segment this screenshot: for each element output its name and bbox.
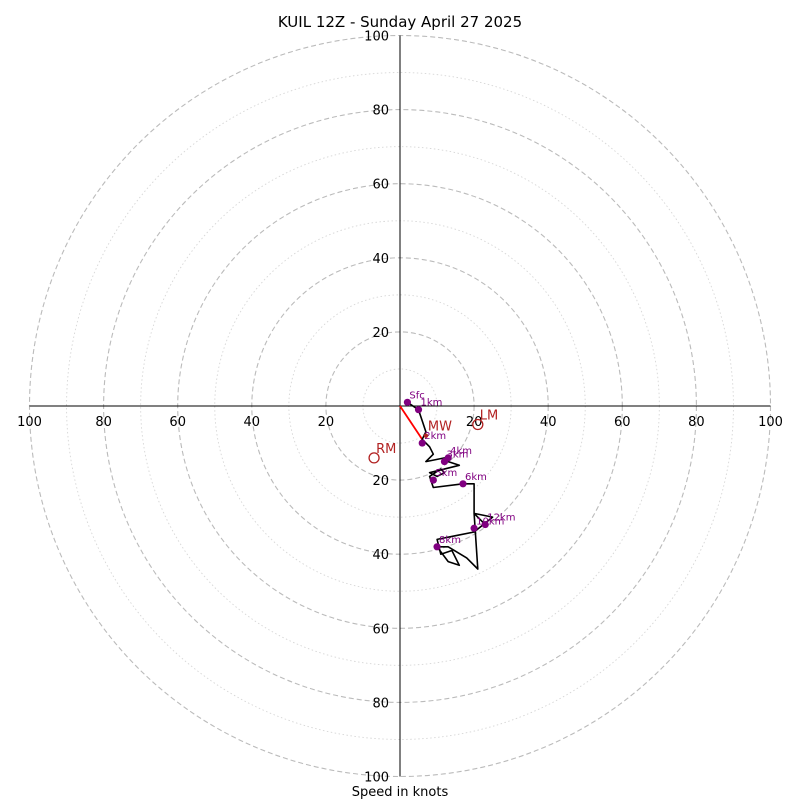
y-tick-label: 80 [372, 696, 389, 711]
y-tick-label: 40 [372, 252, 389, 267]
x-tick-label: 80 [688, 415, 705, 430]
x-tick-label: 100 [17, 415, 42, 430]
y-tick-label: 60 [372, 622, 389, 637]
y-tick-label: 20 [372, 326, 389, 341]
x-tick-label: 20 [466, 415, 483, 430]
y-tick-label: 20 [372, 474, 389, 489]
x-tick-label: 60 [614, 415, 631, 430]
height-label-12km: 12km [487, 513, 515, 524]
storm-motion-markers: MW LM RM [368, 409, 498, 464]
height-point-5km [429, 476, 437, 484]
marker-lm [472, 418, 484, 431]
x-tick-label: 40 [244, 415, 261, 430]
x-tick-label: 60 [169, 415, 186, 430]
height-label-2km: 2km [424, 431, 446, 442]
marker-label-rm: RM [376, 442, 396, 457]
height-label-8km: 8km [439, 535, 461, 546]
x-tick-label: 80 [95, 415, 112, 430]
y-tick-label: 100 [364, 30, 389, 45]
hodograph-trace [406, 401, 494, 570]
marker-label-mw: MW [428, 420, 452, 435]
x-axis-label: Speed in knots [352, 785, 449, 800]
x-tick-label: 100 [758, 415, 783, 430]
chart-title: KUIL 12Z - Sunday April 27 2025 [278, 13, 522, 31]
marker-label-lm: LM [480, 409, 498, 424]
y-tick-label: 80 [372, 104, 389, 119]
height-point-1km [414, 406, 423, 414]
tick-labels: 100 80 60 40 20 20 40 60 80 100 100 80 60 40 20 20 40 60 8… [17, 30, 783, 786]
x-tick-label: 40 [540, 415, 557, 430]
hodograph-line [406, 401, 494, 570]
height-point-4km [444, 454, 452, 462]
y-tick-label: 40 [372, 548, 389, 563]
height-point-8km [433, 543, 441, 551]
height-label-4km: 4km [450, 446, 472, 457]
y-tick-label: 60 [372, 178, 389, 193]
marker-rm [368, 452, 380, 464]
height-label-1km: 1km [421, 398, 443, 409]
marker-mw [423, 433, 429, 438]
y-tick-label: 100 [364, 771, 389, 786]
mean-wind-vector [399, 405, 423, 440]
height-label-3km: 3km [446, 450, 468, 461]
height-label-6km: 6km [465, 472, 487, 483]
height-point-12km [481, 520, 489, 529]
height-label-sfc: Sfc [409, 390, 424, 401]
x-tick-label: 20 [318, 415, 335, 430]
height-point-6km [459, 480, 467, 488]
height-point-sfc [403, 398, 412, 406]
height-point-2km [418, 439, 426, 447]
height-label-10km: 10km [476, 516, 504, 527]
height-label-5km: 5km [435, 468, 457, 479]
mean-wind-line [399, 405, 423, 440]
height-point-10km [470, 524, 478, 532]
